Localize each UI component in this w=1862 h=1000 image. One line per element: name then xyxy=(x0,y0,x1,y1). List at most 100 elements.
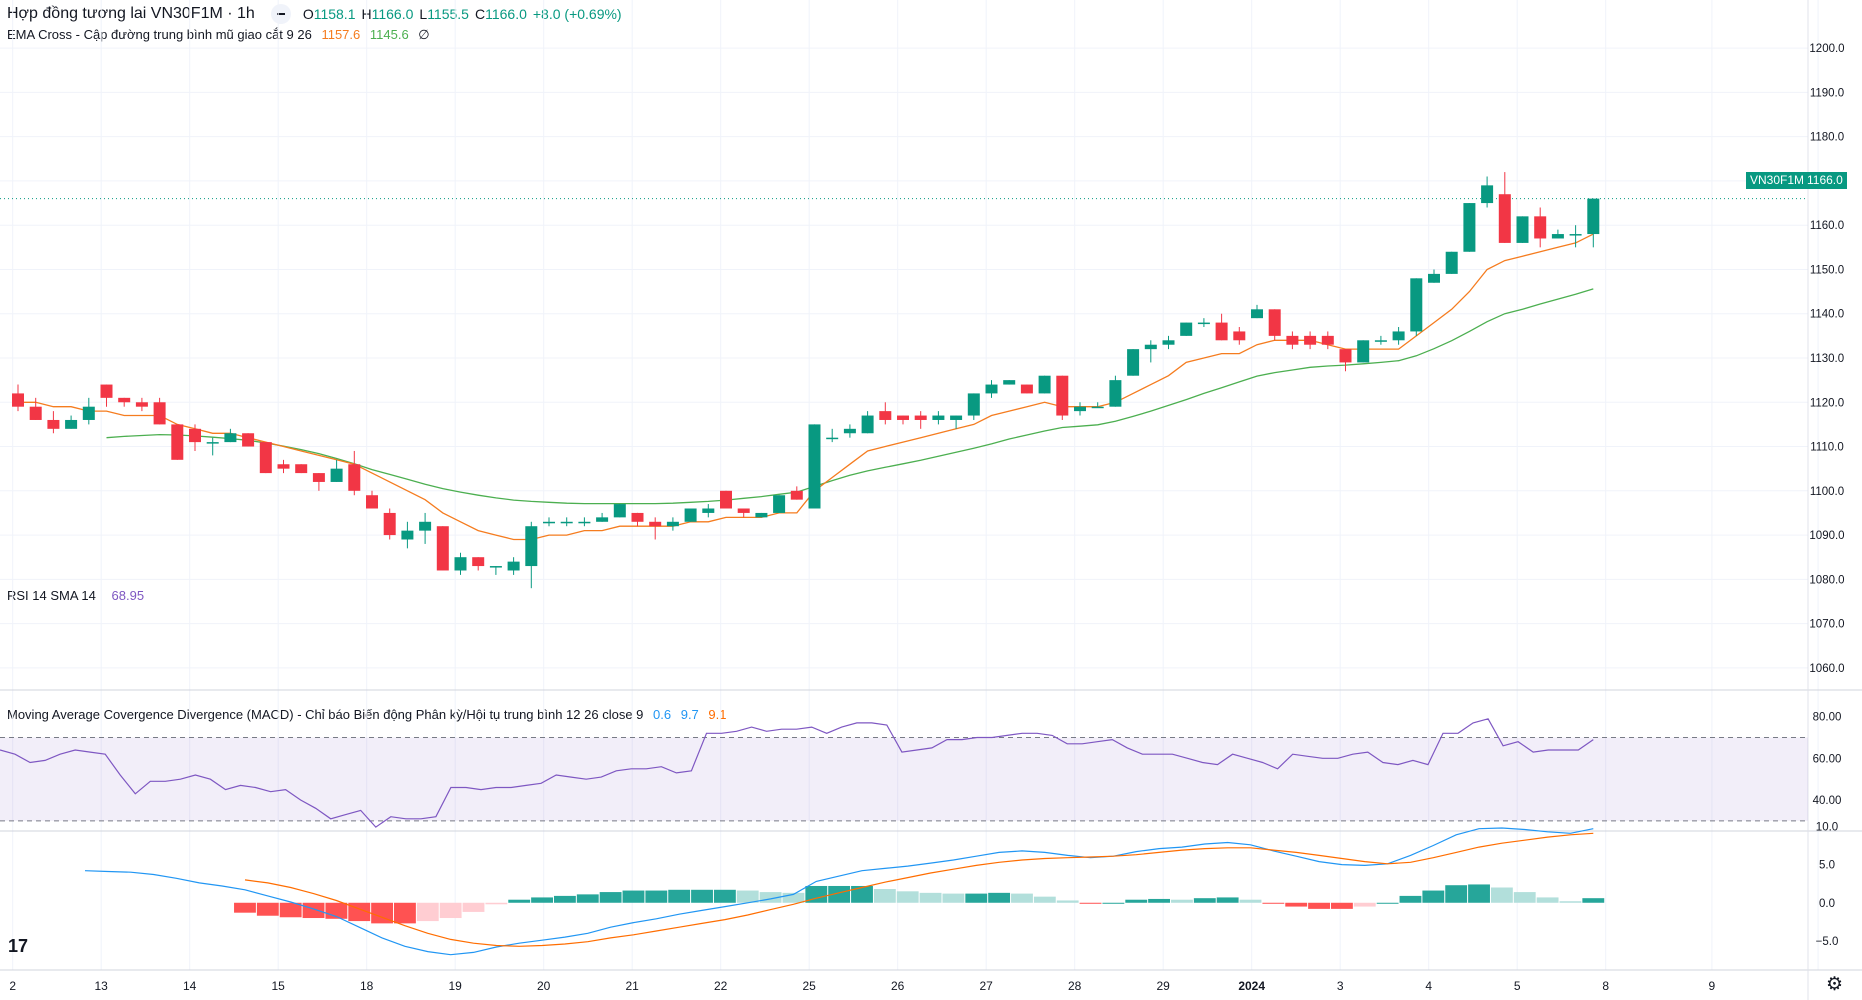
candle-body xyxy=(1180,322,1193,336)
candle-body xyxy=(720,490,732,509)
candle-body xyxy=(1534,216,1547,239)
rsi-label: RSI 14 SMA 14 xyxy=(7,588,96,603)
rsi-line xyxy=(0,718,1594,828)
candle-body xyxy=(1392,331,1405,341)
macd-histogram-bar xyxy=(1445,885,1468,903)
time-tick-label: 3 xyxy=(1337,979,1344,993)
symbol-title[interactable]: Hợp đồng tương lai VN30F1M · 1h xyxy=(7,5,255,22)
macd-histogram-bar xyxy=(302,902,325,919)
candle-body xyxy=(525,526,538,567)
candle-body xyxy=(1339,349,1352,363)
candle-body xyxy=(1569,234,1582,236)
ema-slow-value: 1145.6 xyxy=(369,27,409,42)
candle-body xyxy=(1587,198,1600,235)
macd-value: 0.6 xyxy=(653,707,672,722)
macd-histogram-bar xyxy=(1148,898,1171,903)
candle-body xyxy=(649,521,662,527)
macd-histogram-bar xyxy=(736,890,759,903)
time-tick-label: 26 xyxy=(891,979,905,993)
ohlc-value: 1166.0 xyxy=(485,6,527,22)
candle-body xyxy=(1463,203,1476,252)
macd-histogram-bar xyxy=(1468,884,1490,903)
time-tick-label: 27 xyxy=(980,979,994,993)
candle-body xyxy=(29,406,42,420)
time-tick-label: 18 xyxy=(360,979,374,993)
gear-icon[interactable]: ⚙ xyxy=(1826,974,1844,995)
ema-fast-line xyxy=(18,233,1594,541)
time-tick-label: 5 xyxy=(1514,979,1521,993)
time-tick-label: 22 xyxy=(714,979,728,993)
candle-body xyxy=(914,415,927,420)
candle-body xyxy=(1251,309,1263,319)
macd-histogram-bar xyxy=(1536,897,1559,903)
time-tick-label: 9 xyxy=(1709,979,1716,993)
macd-histogram-bar xyxy=(1216,897,1239,903)
candle-body xyxy=(613,504,626,518)
time-tick-label: 19 xyxy=(449,979,463,993)
macd-histogram-bar xyxy=(1102,902,1125,904)
ema-fast-value: 1157.6 xyxy=(321,27,361,42)
time-tick-label: 20 xyxy=(537,979,551,993)
ema-slow-line xyxy=(106,288,1594,505)
macd-histogram-bar xyxy=(234,902,256,913)
macd-histogram-bar xyxy=(691,889,713,903)
candle-body xyxy=(47,419,60,429)
candle-body xyxy=(1551,234,1564,239)
macd-histogram-bar xyxy=(416,902,439,922)
macd-legend[interactable]: Moving Average Covergence Divergence (MA… xyxy=(7,707,733,722)
candle-body xyxy=(12,393,24,407)
macd-histogram-bar xyxy=(1056,900,1079,903)
macd-histogram-bar xyxy=(1033,896,1056,903)
macd-histogram-bar xyxy=(1330,902,1353,909)
rsi-tick-label: 80.00 xyxy=(1813,712,1842,724)
time-tick-label: 2024 xyxy=(1238,979,1265,993)
candle-body xyxy=(1410,278,1423,332)
macd-histogram-bar xyxy=(1262,902,1285,904)
histogram-value: 9.1 xyxy=(708,707,727,722)
rsi-legend[interactable]: RSI 14 SMA 14 68.95 xyxy=(7,588,150,603)
candle-body xyxy=(932,415,945,420)
candle-body xyxy=(1215,322,1228,341)
candle-body xyxy=(985,384,998,394)
candle-body xyxy=(277,464,290,469)
candle-body xyxy=(967,393,980,416)
ohlc-key: L xyxy=(419,6,428,22)
macd-histogram-bar xyxy=(256,902,279,916)
price-tick-label: 1160.0 xyxy=(1810,220,1844,232)
candle-body xyxy=(1268,309,1281,336)
macd-tick-label: −5.0 xyxy=(1816,936,1839,948)
candle-body xyxy=(578,521,591,524)
candle-body xyxy=(1233,331,1246,341)
collapse-button[interactable] xyxy=(270,4,291,24)
macd-histogram-bar xyxy=(851,885,873,903)
macd-histogram-bar xyxy=(1239,899,1262,903)
ohlc-key: O xyxy=(302,6,314,22)
signal-value: 9.7 xyxy=(680,707,699,722)
rsi-tick-label: 60.00 xyxy=(1813,753,1842,765)
macd-tick-label: 10.0 xyxy=(1816,821,1838,833)
rsi-value: 68.95 xyxy=(111,588,145,603)
price-tick-label: 1120.0 xyxy=(1810,397,1844,409)
candle-body xyxy=(1074,406,1086,412)
time-tick-label: 15 xyxy=(272,979,286,993)
candle-body xyxy=(189,428,201,443)
tradingview-logo[interactable]: 17 xyxy=(8,936,29,956)
candle-body xyxy=(631,512,644,522)
macd-histogram-bar xyxy=(1399,895,1422,903)
macd-histogram-bar xyxy=(782,892,805,903)
macd-histogram-bar xyxy=(828,885,851,903)
price-tick-label: 1080.0 xyxy=(1809,574,1844,586)
price-tick-label: 1070.0 xyxy=(1809,619,1844,631)
ema-legend[interactable]: EMA Cross - Cập đường trung bình mũ giao… xyxy=(7,27,436,43)
time-tick-label: 13 xyxy=(95,979,109,993)
macd-histogram-bar xyxy=(942,893,965,903)
time-tick-label: 21 xyxy=(626,979,640,993)
candle-body xyxy=(100,384,113,398)
candle-body xyxy=(543,521,555,524)
time-tick-label: 2 xyxy=(9,979,16,993)
macd-histogram-bar xyxy=(531,897,553,903)
macd-histogram-bar xyxy=(279,902,302,918)
candle-body xyxy=(1038,375,1051,394)
last-price-symbol-label: VN30F1M xyxy=(1746,172,1809,189)
